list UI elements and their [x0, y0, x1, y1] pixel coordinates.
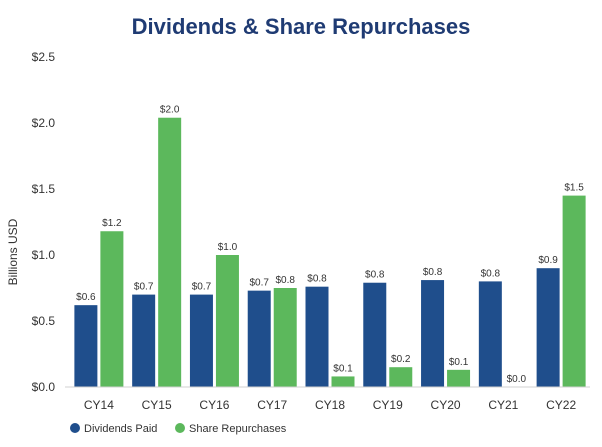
y-tick-label: $1.5	[32, 182, 56, 196]
bar-repurchases	[100, 231, 124, 387]
y-axis-label: Billions USD	[6, 218, 20, 285]
legend-label-dividends: Dividends Paid	[84, 423, 157, 435]
data-label-dividends: $0.7	[192, 282, 212, 293]
bar-repurchases	[273, 288, 297, 387]
x-tick-label: CY21	[488, 398, 518, 412]
bar-dividends	[478, 281, 502, 387]
bar-repurchases	[158, 117, 182, 387]
data-label-dividends: $0.8	[423, 267, 443, 278]
bar-repurchases	[447, 369, 471, 387]
data-label-repurchases: $1.0	[218, 242, 238, 253]
bar-dividends	[536, 268, 560, 387]
x-tick-label: CY16	[199, 398, 229, 412]
data-label-repurchases: $0.0	[507, 374, 527, 385]
legend-marker-repurchases	[175, 423, 185, 433]
x-tick-label: CY18	[315, 398, 345, 412]
data-label-repurchases: $0.1	[449, 357, 469, 368]
legend-marker-dividends	[70, 423, 80, 433]
x-tick-label: CY14	[84, 398, 114, 412]
bar-repurchases	[562, 195, 586, 387]
x-tick-label: CY20	[431, 398, 461, 412]
data-label-dividends: $0.8	[307, 274, 327, 285]
bar-dividends	[421, 280, 445, 387]
y-tick-label: $2.0	[32, 116, 56, 130]
data-label-dividends: $0.8	[481, 268, 501, 279]
bar-dividends	[363, 282, 387, 387]
data-label-dividends: $0.6	[76, 292, 96, 303]
bar-dividends	[189, 294, 213, 387]
x-tick-label: CY17	[257, 398, 287, 412]
data-label-dividends: $0.7	[249, 278, 269, 289]
bar-dividends	[247, 290, 271, 387]
y-tick-label: $0.0	[32, 380, 56, 394]
data-label-repurchases: $1.5	[564, 183, 584, 194]
x-tick-label: CY15	[142, 398, 172, 412]
bar-dividends	[132, 294, 156, 387]
y-tick-label: $1.0	[32, 248, 56, 262]
x-tick-label: CY22	[546, 398, 576, 412]
data-label-dividends: $0.8	[365, 270, 385, 281]
data-label-repurchases: $1.2	[102, 218, 122, 229]
data-label-repurchases: $2.0	[160, 105, 180, 116]
bar-repurchases	[331, 376, 355, 387]
legend-label-repurchases: Share Repurchases	[189, 423, 287, 435]
data-label-repurchases: $0.8	[275, 275, 295, 286]
data-label-repurchases: $0.2	[391, 354, 411, 365]
y-tick-label: $2.5	[32, 50, 56, 64]
data-label-dividends: $0.9	[538, 255, 558, 266]
data-label-dividends: $0.7	[134, 282, 154, 293]
bar-repurchases	[215, 255, 239, 387]
bar-dividends	[305, 286, 329, 387]
y-tick-label: $0.5	[32, 314, 56, 328]
x-tick-label: CY19	[373, 398, 403, 412]
data-label-repurchases: $0.1	[333, 363, 353, 374]
bar-dividends	[74, 305, 98, 387]
bar-repurchases	[389, 367, 413, 387]
chart-title: Dividends & Share Repurchases	[131, 14, 471, 39]
